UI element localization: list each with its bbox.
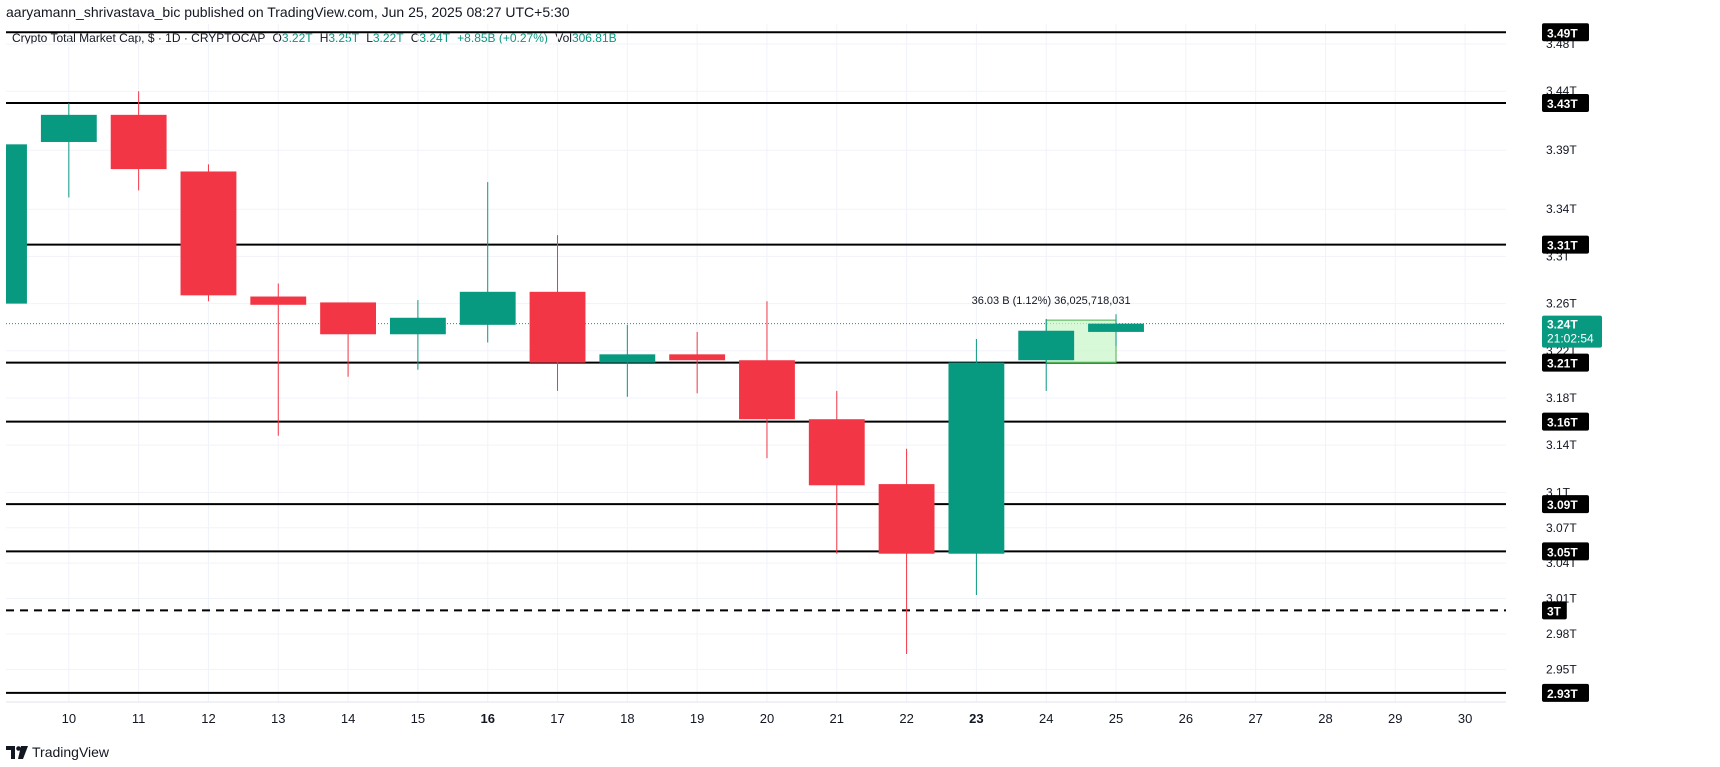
x-tick-label: 30 [1458,711,1472,726]
x-tick-label: 13 [271,711,285,726]
current-price-label: 3.24T [1547,318,1578,332]
candle-body[interactable] [40,114,97,142]
candle-body[interactable] [180,171,237,296]
x-tick-label: 10 [62,711,76,726]
level-price-tag[interactable] [1542,23,1589,42]
x-tick-label: 29 [1388,711,1402,726]
level-price-tag[interactable] [1542,542,1589,561]
footer-brand[interactable]: TradingView [6,744,109,760]
level-price-label: 3.43T [1547,97,1578,111]
level-price-label: 2.93T [1547,687,1578,701]
y-tick-label: 2.95T [1546,662,1577,676]
y-tick-label: 3.07T [1546,521,1577,535]
level-price-label: 3T [1547,604,1562,618]
level-price-tag[interactable] [1542,412,1589,431]
level-price-tag[interactable] [1542,94,1589,113]
legend-open-label: O [272,31,282,45]
level-price-tag[interactable] [1542,495,1589,514]
y-tick-label: 3.34T [1546,202,1577,216]
candle-body[interactable] [669,354,726,361]
y-tick-label: 3.14T [1546,438,1577,452]
level-price-label: 3.21T [1547,357,1578,371]
candle-body[interactable] [1018,330,1075,361]
candle-body[interactable] [599,354,656,363]
x-tick-label: 21 [830,711,844,726]
time-axis[interactable]: 10 11 12 13 14 15 16 17 18 19 20 21 22 23 24 25 26 27 28 29… [62,711,1473,726]
legend-volume-label: Vol [555,31,572,45]
candle-body[interactable] [320,302,377,335]
x-tick-label: 14 [341,711,355,726]
current-price-tag[interactable] [1542,315,1602,348]
y-tick-label: 3.18T [1546,391,1577,405]
horizontal-levels[interactable] [6,31,1506,694]
candle-body[interactable] [6,144,27,304]
legend-low-label: L [366,31,373,45]
candles[interactable] [0,91,1144,654]
level-price-label: 3.09T [1547,498,1578,512]
candle-body[interactable] [389,317,446,335]
level-price-label: 3.31T [1547,239,1578,253]
candle-body[interactable] [459,291,516,325]
legend-open-value: 3.22T [281,31,313,45]
x-tick-label: 16 [480,711,494,726]
level-price-label: 3.05T [1547,545,1578,559]
measure-label: 36.03 B (1.12%) 36,025,718,031 [972,295,1131,307]
level-price-tag[interactable] [1542,601,1567,620]
x-tick-label: 28 [1318,711,1332,726]
level-price-tag[interactable] [1542,353,1589,372]
candle-body[interactable] [250,296,307,305]
chart-legend: Crypto Total Market Cap, $ · 1D · CRYPTO… [12,31,617,45]
x-tick-label: 26 [1179,711,1193,726]
legend-change: +8.85B (+0.27%) [457,31,548,45]
footer-brand-label: TradingView [32,744,110,760]
candle-body[interactable] [110,114,167,170]
y-tick-label: 3.26T [1546,297,1577,311]
x-tick-label: 18 [620,711,634,726]
x-tick-label: 12 [201,711,215,726]
legend-volume-value: 306.81B [571,31,617,45]
y-tick-label: 2.98T [1546,627,1577,641]
x-tick-label: 17 [550,711,564,726]
x-tick-label: 15 [411,711,425,726]
x-tick-label: 19 [690,711,704,726]
legend-close-label: C [410,31,420,45]
legend-low-value: 3.22T [372,31,404,45]
candle-body[interactable] [1088,323,1144,332]
level-price-label: 3.49T [1547,26,1578,40]
tradingview-logo-icon [6,745,28,759]
legend-high-label: H [319,31,329,45]
candle-body[interactable] [739,360,795,420]
x-tick-label: 23 [969,711,983,726]
level-price-label: 3.16T [1547,416,1578,430]
y-tick-label: 3.39T [1546,143,1577,157]
x-tick-label: 25 [1109,711,1123,726]
legend-close-value: 3.24T [419,31,450,45]
candle-body[interactable] [529,291,586,363]
level-price-tag[interactable] [1542,683,1589,702]
candle-body[interactable] [808,419,865,486]
publish-note: aaryamann_shrivastava_bic published on T… [6,4,570,20]
candle-body[interactable] [878,484,935,554]
x-tick-label: 11 [132,711,146,726]
x-tick-label: 20 [760,711,774,726]
x-tick-label: 27 [1248,711,1262,726]
price-axis[interactable]: 3.48T3.44T3.39T3.34T3.3T3.26T3.22T3.18T3… [1542,23,1602,702]
candle-body[interactable] [948,362,1005,554]
countdown-label: 21:02:54 [1547,332,1594,346]
level-price-tag[interactable] [1542,235,1589,254]
x-tick-label: 24 [1039,711,1053,726]
legend-high-value: 3.25T [328,31,359,45]
x-tick-label: 22 [899,711,913,726]
